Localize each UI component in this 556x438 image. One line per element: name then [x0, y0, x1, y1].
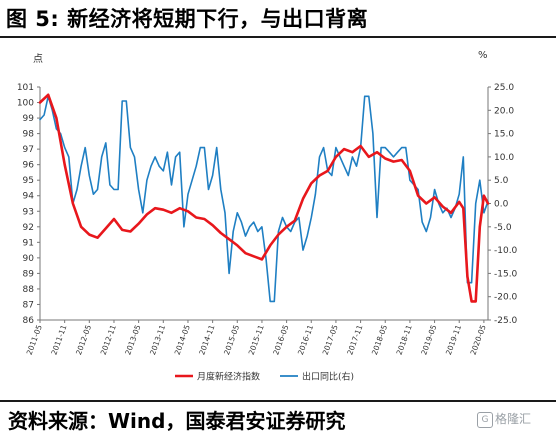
right-axis-unit: % [478, 50, 488, 61]
left-tick-label: 90 [23, 254, 35, 264]
x-tick-label: 2016-11 [296, 323, 315, 356]
left-axis-unit: 点 [33, 54, 43, 65]
x-tick-label: 2013-05 [123, 323, 142, 356]
left-tick-label: 94 [23, 192, 35, 202]
right-tick-label: -25.0 [494, 316, 518, 326]
x-tick-label: 2012-05 [74, 323, 93, 356]
left-tick-label: 93 [23, 207, 34, 217]
legend-new-economy-label: 月度新经济指数 [197, 371, 260, 383]
watermark-text: 格隆汇 [495, 412, 532, 426]
chart-series [38, 93, 490, 303]
x-tick-label: 2017-11 [345, 323, 364, 356]
chart-axes: 86 87 88 89 90 91 92 93 94 95 96 97 98 99 100 101 -25.0 -… [17, 83, 518, 356]
left-tick-label: 86 [23, 316, 35, 326]
right-tick-label: -20.0 [494, 293, 518, 303]
left-tick-label: 98 [23, 130, 35, 140]
left-tick-label: 91 [23, 238, 34, 248]
top-rule [0, 36, 556, 38]
x-tick-label: 2017-05 [321, 323, 340, 356]
new-economy-index-line [38, 93, 490, 303]
right-tick-label: 0.0 [494, 200, 509, 210]
x-tick-label: 2014-11 [197, 323, 216, 356]
x-tick-label: 2015-05 [222, 323, 241, 356]
x-tick-label: 2018-11 [395, 323, 414, 356]
x-tick-label: 2015-11 [247, 323, 266, 356]
left-tick-label: 95 [23, 176, 34, 186]
right-tick-label: 20.0 [494, 106, 514, 116]
left-tick-label: 99 [23, 114, 35, 124]
left-tick-label: 100 [17, 99, 34, 109]
x-tick-label: 2019-05 [419, 323, 438, 356]
x-tick-label: 2016-05 [271, 323, 290, 356]
watermark: G 格隆汇 [477, 410, 531, 428]
x-tick-label: 2019-11 [444, 323, 463, 356]
chart-legend: 月度新经济指数 出口同比(右) [175, 371, 354, 383]
left-tick-label: 96 [23, 161, 35, 171]
bottom-rule [0, 400, 556, 402]
watermark-logo-icon: G [477, 411, 493, 428]
x-tick-label: 2020-05 [469, 323, 488, 356]
left-tick-label: 89 [23, 269, 35, 279]
left-tick-label: 92 [23, 223, 34, 233]
right-tick-label: -5.0 [494, 223, 512, 233]
left-tick-label: 88 [23, 285, 35, 295]
left-tick-label: 87 [23, 300, 34, 310]
right-tick-label: 10.0 [494, 153, 514, 163]
right-tick-label: 15.0 [494, 130, 514, 140]
x-tick-label: 2014-05 [173, 323, 192, 356]
right-tick-label: 25.0 [494, 83, 514, 93]
left-tick-label: 101 [17, 83, 34, 93]
x-tick-label: 2011-05 [25, 323, 44, 356]
chart-area: 86 87 88 89 90 91 92 93 94 95 96 97 98 99 100 101 -25.0 -… [17, 83, 518, 383]
right-tick-label: -15.0 [494, 269, 518, 279]
source-note: 资料来源：Wind，国泰君安证券研究 [8, 409, 346, 433]
legend-exports-label: 出口同比(右) [302, 371, 354, 383]
x-tick-label: 2012-11 [99, 323, 118, 356]
left-tick-label: 97 [23, 145, 34, 155]
right-tick-label: 5.0 [494, 176, 509, 186]
right-tick-label: -10.0 [494, 246, 518, 256]
x-tick-label: 2011-11 [49, 323, 68, 356]
figure-title: 图 5: 新经济将短期下行，与出口背离 [6, 7, 369, 31]
x-tick-label: 2018-05 [370, 323, 389, 356]
x-tick-label: 2013-11 [148, 323, 167, 356]
